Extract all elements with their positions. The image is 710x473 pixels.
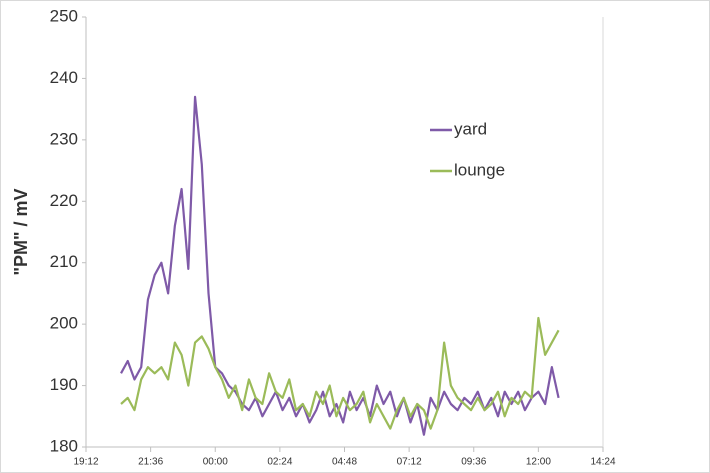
x-tick-label: 07:12	[397, 457, 422, 468]
legend-label: yard	[454, 119, 487, 138]
x-tick-label: 14:24	[590, 457, 615, 468]
y-axis-label: "PM" / mV	[11, 188, 31, 275]
x-tick-label: 00:00	[203, 457, 228, 468]
legend-label: lounge	[454, 160, 505, 179]
x-tick-label: 09:36	[461, 457, 486, 468]
y-tick-label: 180	[50, 436, 78, 455]
y-tick-label: 230	[50, 129, 78, 148]
x-tick-label: 21:36	[138, 457, 163, 468]
y-tick-label: 190	[50, 375, 78, 394]
y-tick-label: 200	[50, 314, 78, 333]
series-line	[120, 316, 560, 430]
x-tick-label: 19:12	[73, 457, 98, 468]
x-tick-label: 04:48	[332, 457, 357, 468]
y-tick-label: 210	[50, 252, 78, 271]
x-tick-label: 12:00	[526, 457, 551, 468]
x-tick-label: 02:24	[267, 457, 292, 468]
y-tick-label: 250	[50, 6, 78, 25]
y-tick-label: 220	[50, 191, 78, 210]
y-tick-label: 240	[50, 68, 78, 87]
